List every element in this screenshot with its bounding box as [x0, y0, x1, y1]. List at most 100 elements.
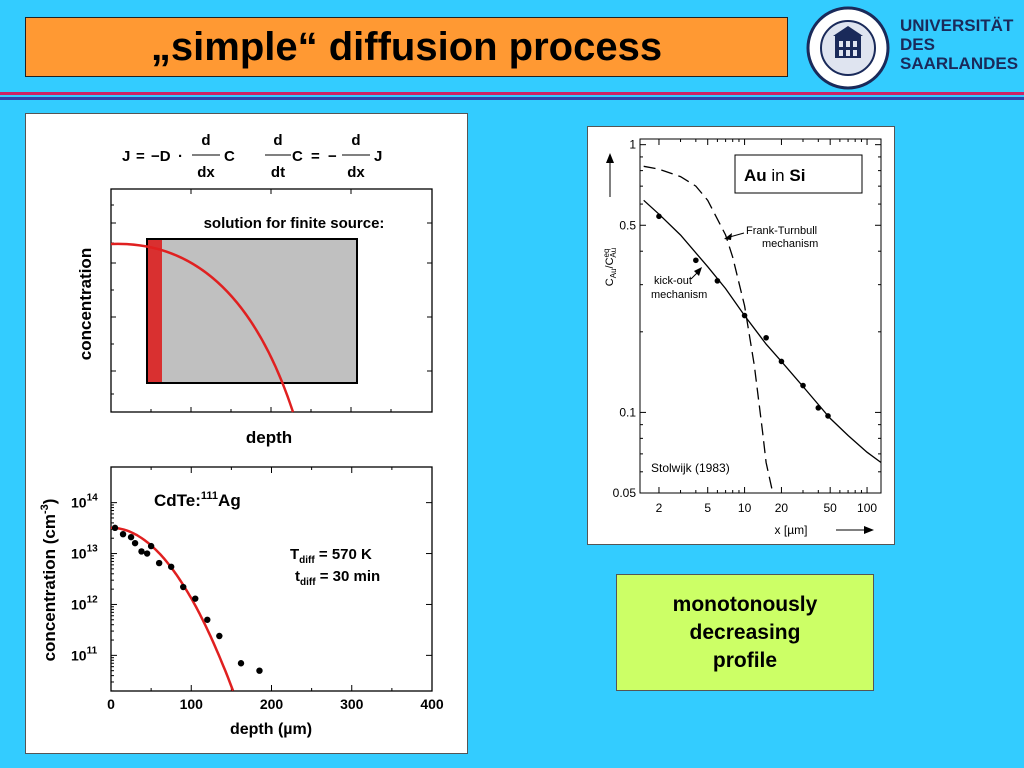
frank-label-1: Frank-Turnbull — [746, 225, 817, 237]
au-x-tick-label: 5 — [704, 501, 711, 515]
au-y-tick-label: 1 — [629, 138, 636, 152]
logo-line-3: SAARLANDES — [900, 54, 1019, 73]
eq2-C: C — [292, 148, 303, 165]
au-ylabel: CAu/CeqAu — [602, 248, 618, 286]
cdte-title: CdTe:111Ag — [154, 490, 241, 510]
au-y-tick-label: 0.1 — [619, 405, 636, 419]
au-data-point — [778, 358, 785, 365]
au-y-tick-label: 0.5 — [619, 218, 636, 232]
cdte-data-point — [180, 583, 187, 591]
cdte-y-tick-label: 1013 — [71, 544, 98, 562]
cdte-data-point — [143, 550, 151, 557]
cdte-data-point — [111, 524, 119, 532]
cdte-data-point — [237, 660, 245, 667]
eq2-equals: = — [311, 148, 320, 165]
schematic-annotation: solution for finite source: — [204, 215, 385, 232]
diffusion-equations: J = −D · d dx C d dt C = − d dx J — [122, 132, 382, 181]
cdte-ylabel: concentration (cm-3) — [39, 499, 59, 662]
eq2-J: J — [374, 148, 382, 165]
cdte-data-point — [155, 559, 163, 567]
right-figure-svg: 2 5 10 20 50 100 1 0.5 0.1 0.05 Au in Si Frank-Tu… — [602, 138, 882, 537]
eq-C: C — [224, 148, 235, 165]
kick-out-curve — [643, 199, 882, 464]
left-figure-svg: J = −D · d dx C d dt C = − d dx J — [39, 132, 444, 738]
cdte-plot: 0 100 200 300 400 1014 1013 1012 1011 CdTe:111Ag… — [39, 466, 444, 738]
annotation-t-diff: tdiff = 30 min — [295, 568, 380, 588]
frank-arrowhead — [724, 233, 732, 240]
au-data-point — [741, 312, 748, 319]
au-data-point — [825, 413, 831, 419]
eq-J: J — [122, 148, 130, 165]
au-data-point — [763, 334, 769, 341]
au-data-points — [656, 213, 831, 419]
cdte-data-point — [147, 542, 155, 550]
eq2-d: d — [273, 132, 282, 149]
cdte-y-tick-label: 1011 — [71, 645, 98, 663]
eq-dx: dx — [197, 164, 215, 181]
cdte-x-tick-label: 300 — [340, 696, 364, 712]
x-arrowhead — [864, 526, 874, 534]
cdte-y-tick-label: 1014 — [71, 493, 98, 511]
au-legend-box — [734, 154, 863, 194]
logo-line-1: UNIVERSITÄT — [900, 16, 1014, 35]
cdte-xlabel: depth (µm) — [230, 721, 312, 738]
au-data-point — [800, 382, 806, 389]
schematic-plot: solution for finite source: concentratio… — [76, 188, 433, 447]
au-data-point — [693, 257, 699, 264]
eq-d: d — [201, 132, 210, 149]
kick-arrowhead — [694, 267, 702, 276]
au-ticks — [640, 139, 881, 494]
annotation-T-diff: Tdiff = 570 K — [290, 546, 372, 566]
cdte-data-point — [131, 539, 139, 547]
source-layer — [148, 240, 162, 382]
cdte-data-point — [167, 563, 175, 570]
cdte-data-point — [119, 530, 127, 538]
au-data-point — [656, 213, 662, 220]
au-tick-labels: 2 5 10 20 50 100 1 0.5 0.1 0.05 — [613, 138, 878, 515]
cdte-frame — [110, 466, 433, 692]
schematic-profile-curve — [110, 242, 295, 413]
au-legend-title: Au in Si — [744, 166, 805, 185]
cdte-data-point — [256, 667, 263, 674]
cdte-y-tick-label: 1012 — [71, 594, 98, 612]
au-si-plot: 2 5 10 20 50 100 1 0.5 0.1 0.05 Au in Si Frank-Tu… — [602, 138, 882, 537]
au-frame — [639, 138, 882, 494]
logo-line-2: DES — [900, 35, 935, 54]
cdte-x-tick-label: 0 — [107, 696, 115, 712]
university-seal-icon — [806, 6, 890, 90]
schematic-ylabel: concentration — [76, 248, 95, 360]
university-logo-text: UNIVERSITÄT DES SAARLANDES — [900, 16, 1018, 73]
au-x-tick-label: 50 — [823, 501, 837, 515]
cdte-data-points — [111, 524, 263, 674]
kick-label-1: kick-out — [654, 275, 692, 287]
au-data-point — [815, 405, 822, 411]
au-x-tick-label: 10 — [738, 501, 752, 515]
y-arrowhead — [606, 153, 614, 163]
substrate-rect — [146, 238, 358, 384]
eq2-dt: dt — [271, 164, 285, 181]
kick-label-2: mechanism — [651, 289, 707, 301]
cdte-ticks — [110, 467, 433, 692]
eq2-d2: d — [351, 132, 360, 149]
left-figure-panel: J = −D · d dx C d dt C = − d dx J — [25, 113, 468, 754]
cdte-x-tick-label: 200 — [260, 696, 284, 712]
cdte-data-point — [138, 548, 145, 555]
au-x-tick-label: 20 — [775, 501, 789, 515]
au-y-tick-label: 0.05 — [613, 486, 637, 500]
au-x-tick-label: 2 — [656, 501, 663, 515]
right-figure-panel: 2 5 10 20 50 100 1 0.5 0.1 0.05 Au in Si Frank-Tu… — [587, 126, 895, 545]
cdte-tick-labels: 0 100 200 300 400 1014 1013 1012 1011 — [71, 493, 444, 712]
au-data-point — [714, 278, 721, 284]
slide-title: „simple“ diffusion process — [150, 24, 663, 69]
cdte-x-tick-label: 100 — [180, 696, 204, 712]
frank-label-2: mechanism — [762, 238, 818, 250]
au-x-tick-label: 100 — [857, 501, 877, 515]
schematic-xlabel: depth — [246, 428, 292, 447]
cdte-data-point — [192, 595, 199, 602]
cdte-data-point — [216, 632, 223, 640]
divider-line — [0, 97, 1024, 100]
note-box: monotonously decreasing profile — [616, 574, 874, 691]
note-text: monotonously decreasing profile — [672, 592, 818, 672]
eq-equals: = — [136, 148, 145, 165]
eq-dot: · — [178, 148, 183, 165]
